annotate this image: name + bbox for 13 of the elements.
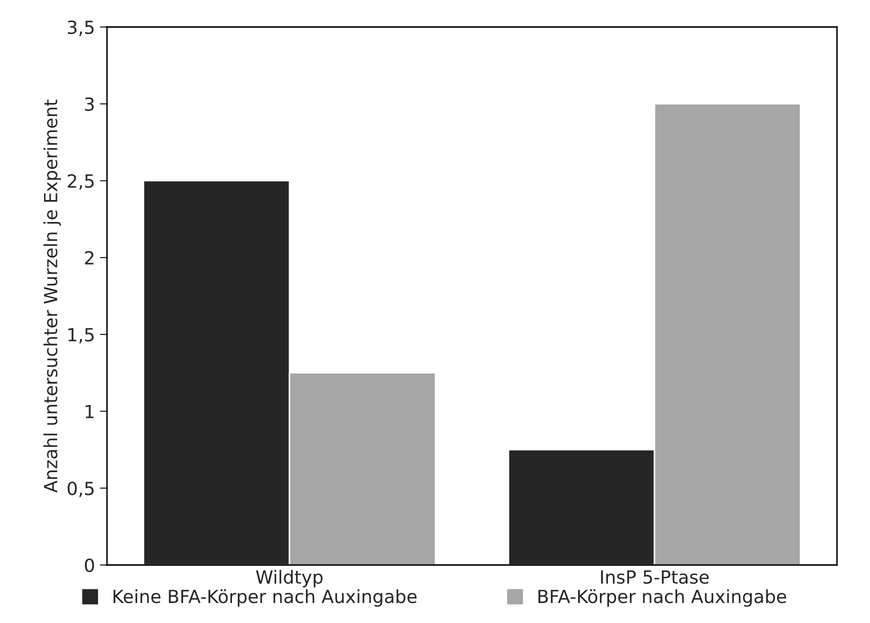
y-tick-label: 0,5: [68, 482, 94, 498]
x-tick-label: Wildtyp: [256, 570, 323, 588]
y-axis-title: Anzahl untersuchter Wurzeln je Experiment: [43, 100, 61, 493]
legend-label: BFA-Körper nach Auxingabe: [538, 589, 786, 607]
y-tick-label: 2: [85, 251, 94, 264]
legend-label: Keine BFA-Körper nach Auxingabe: [114, 589, 417, 607]
y-tick-label: 1: [86, 404, 94, 418]
y-tick-label: 0: [84, 558, 94, 572]
y-tick-label: 3,5: [68, 20, 94, 36]
y-tick-label: 3: [85, 97, 94, 111]
y-tick-label: 2,5: [68, 174, 94, 190]
x-tick-label: InsP 5-Ptase: [601, 570, 709, 584]
y-tick-label: 1,5: [68, 328, 94, 344]
